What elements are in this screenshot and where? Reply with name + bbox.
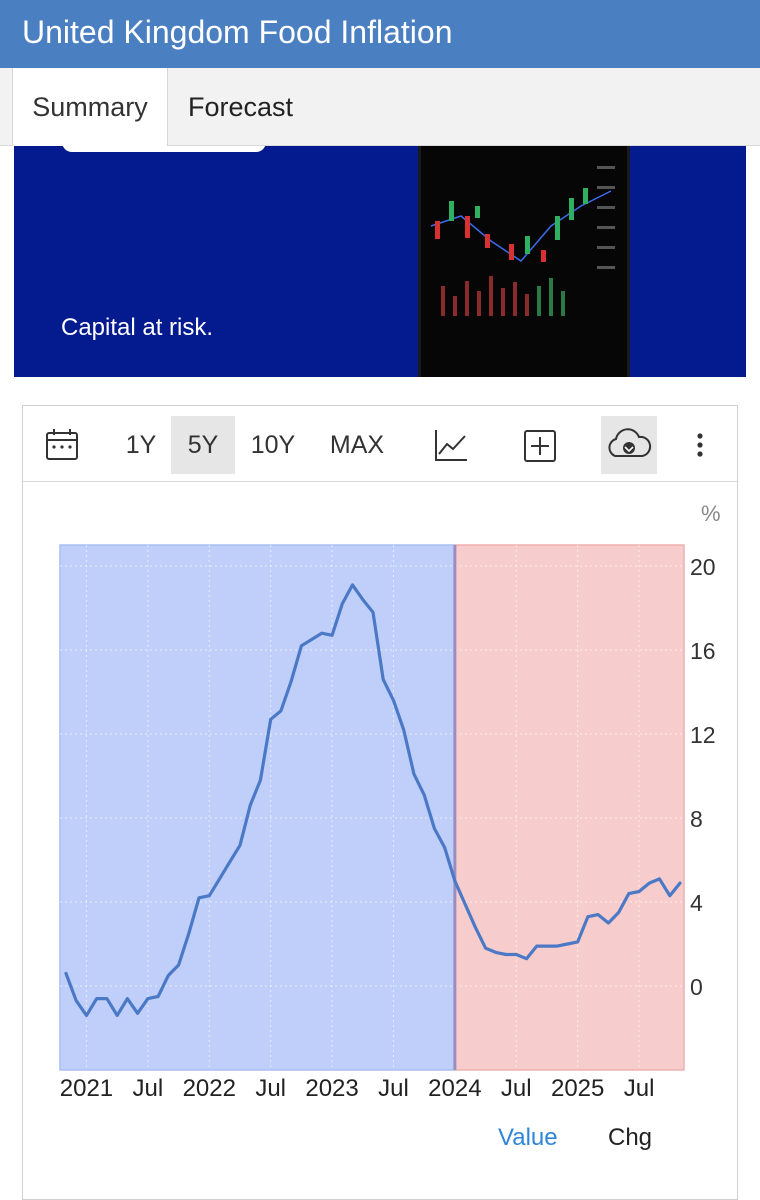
line-chart: 20 16 12 8 4 0 2021 Jul 2022 Jul 2023 Jul 2024 Jul 202… [59,544,716,1102]
series-line [64,583,682,1018]
forecast-region [454,544,685,1071]
y-tick-label: 0 [690,974,703,1000]
x-tick-label: Jul [501,1075,532,1102]
tab-forecast[interactable]: Forecast [188,92,294,122]
tab-bar: Summary Forecast [0,68,760,146]
chart-toolbar: 1Y 5Y 10Y MAX [23,406,737,482]
page-title: United Kingdom Food Inflation [22,14,453,50]
x-tick-label: Jul [255,1075,286,1102]
ad-disclaimer: Capital at risk. [61,314,214,341]
phone-mockup-image [418,146,630,377]
actual-region [59,544,456,1071]
y-unit-label: % [701,501,721,526]
x-tick-label: 2025 [551,1075,604,1102]
x-tick-label: 2023 [305,1075,358,1102]
range-10y-button[interactable]: 10Y [250,431,296,459]
download-cloud-icon[interactable] [601,416,657,474]
range-5y-button[interactable]: 5Y [171,416,235,474]
x-tick-label: 2022 [183,1075,236,1102]
x-tick-label: Jul [378,1075,409,1102]
x-tick-label: 2024 [428,1075,481,1102]
calendar-icon[interactable] [39,416,85,474]
legend-chg-toggle[interactable]: Chg [608,1124,653,1151]
y-tick-label: 20 [690,554,716,580]
x-tick-label: Jul [624,1075,655,1102]
add-icon[interactable] [517,416,563,474]
x-tick-label: Jul [133,1075,164,1102]
y-tick-label: 4 [690,890,703,916]
more-vertical-icon[interactable] [685,416,715,474]
tab-summary[interactable]: Summary [12,68,168,146]
ad-banner[interactable]: Capital at risk. [14,146,746,377]
y-tick-label: 12 [690,722,716,748]
ad-button[interactable] [62,146,266,152]
y-tick-label: 8 [690,806,703,832]
legend-value-toggle[interactable]: Value [498,1124,558,1151]
phone-chart-graphic [430,166,615,316]
line-chart-icon[interactable] [427,416,473,474]
title-bar: United Kingdom Food Inflation [0,0,760,68]
range-1y-button[interactable]: 1Y [125,431,157,459]
x-tick-label: 2021 [60,1075,113,1102]
y-tick-label: 16 [690,638,716,664]
range-max-button[interactable]: MAX [329,431,385,459]
